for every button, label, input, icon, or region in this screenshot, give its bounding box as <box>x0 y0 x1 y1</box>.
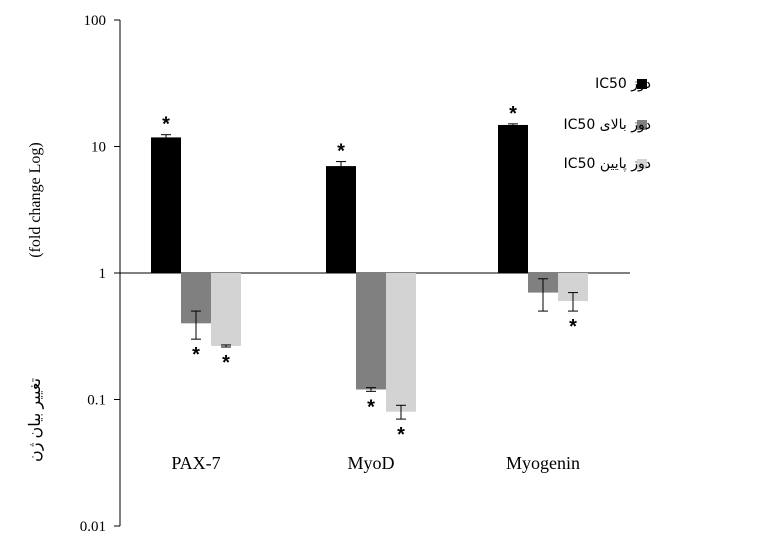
significance-star: * <box>367 396 375 418</box>
y-tick-label: 100 <box>84 13 107 29</box>
error-bars <box>161 123 578 420</box>
significance-star: * <box>569 316 577 338</box>
legend-entry: دوز بالای IC50 <box>564 117 651 133</box>
error-bar <box>221 344 231 348</box>
y-axis-label-fa: تغییر بیان ژن <box>27 378 44 462</box>
error-bar <box>538 278 548 312</box>
category-label: MyoD <box>347 453 394 473</box>
y-tick-label: 0.01 <box>80 519 106 534</box>
category-label: Myogenin <box>506 453 580 473</box>
legend: دوز IC50 دوز بالای IC50 دوز پایین IC50 <box>564 76 651 172</box>
y-tick-label: 10 <box>91 140 106 156</box>
legend-swatch <box>637 120 647 130</box>
y-tick-label: 0.1 <box>87 393 106 409</box>
legend-swatch <box>637 159 647 169</box>
bar <box>498 124 528 274</box>
bar <box>151 137 181 273</box>
significance-star: * <box>337 141 345 163</box>
y-axis-label-en: (fold change Log) <box>27 142 44 258</box>
significance-star: * <box>509 103 517 125</box>
legend-label: دوز پایین IC50 <box>564 156 651 172</box>
significance-star: * <box>192 344 200 366</box>
error-bar <box>191 310 201 340</box>
bars <box>151 124 588 412</box>
error-bar <box>161 134 171 141</box>
error-bar <box>336 161 346 172</box>
legend-entry: دوز IC50 <box>595 76 651 92</box>
significance-star: * <box>222 352 230 374</box>
bar <box>326 166 356 273</box>
significance-star: * <box>397 424 405 446</box>
bar <box>211 273 241 346</box>
category-labels: PAX-7 MyoD Myogenin <box>171 453 580 473</box>
y-axis-label: تغییر بیان ژن (fold change Log) <box>27 142 44 462</box>
legend-label: دوز بالای IC50 <box>564 117 651 133</box>
y-tick-label: 1 <box>99 266 107 282</box>
error-bar <box>568 292 578 312</box>
error-bar <box>366 387 376 392</box>
significance-star: * <box>162 114 170 136</box>
significance-markers: * * * * * * * * <box>162 103 577 446</box>
bar <box>356 273 386 390</box>
error-bar <box>508 123 518 127</box>
bar <box>386 273 416 412</box>
category-label: PAX-7 <box>171 453 220 473</box>
legend-swatch <box>637 79 647 89</box>
error-bar <box>396 404 406 420</box>
legend-entry: دوز پایین IC50 <box>564 156 651 172</box>
legend-label: دوز IC50 <box>595 76 651 92</box>
